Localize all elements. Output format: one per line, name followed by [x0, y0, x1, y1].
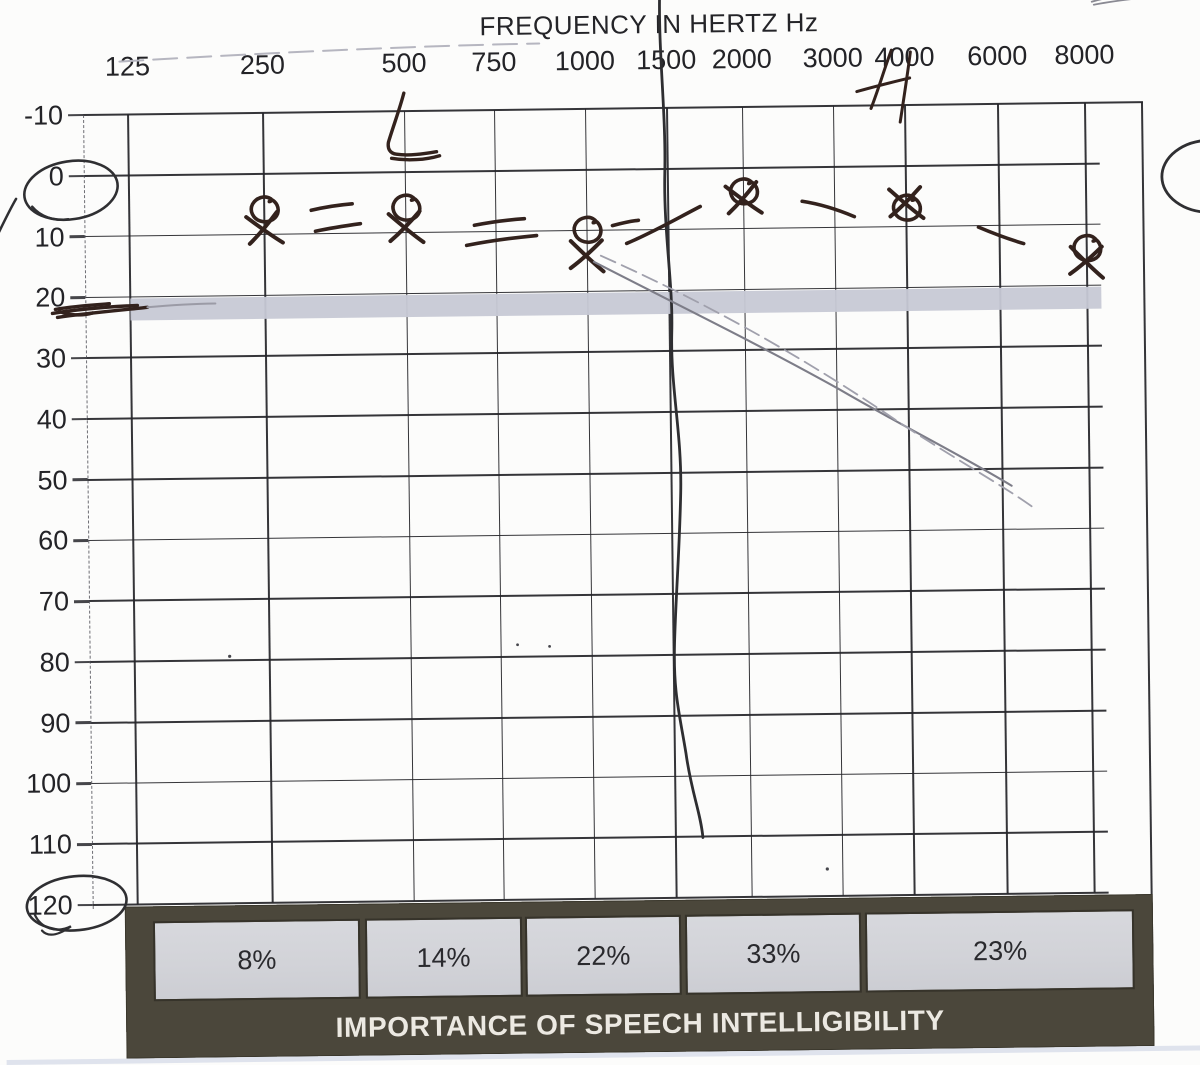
gridline-3000hz: [832, 105, 844, 896]
db-label-20: 20: [35, 282, 66, 313]
db-tick-20: [70, 296, 86, 299]
gridline-750hz: [493, 110, 505, 900]
gridline-100db: [91, 770, 1108, 785]
gridline-90db: [90, 709, 1107, 724]
gridline-2000hz: [741, 106, 753, 897]
importance-segment-8: 8%: [152, 918, 362, 1002]
frequency-axis-labels: 125 250 500 750 1000 1500 2000 3000 4000 6000 8000: [0, 0, 1194, 81]
importance-segment-33: 33%: [685, 912, 862, 995]
db-label-50: 50: [37, 464, 68, 496]
y-axis-line: [83, 115, 94, 909]
gridline-1000hz: [584, 108, 596, 899]
gridline-110db: [91, 831, 1108, 846]
db-tick-110: [76, 843, 92, 846]
db-tick-120: [77, 903, 93, 907]
db-label--10: -10: [23, 100, 64, 131]
circle-annotation-right-edge: [1160, 138, 1200, 214]
importance-label: IMPORTANCE OF SPEECH INTELLIGIBILITY: [335, 1004, 945, 1044]
db-tick-100: [76, 782, 92, 786]
db-tick-60: [73, 539, 89, 542]
gridline-70db: [88, 587, 1105, 603]
gridline-1500hz: [665, 107, 678, 898]
db-label-100: 100: [25, 768, 72, 800]
importance-segment-14: 14%: [364, 916, 523, 999]
db-label-10: 10: [34, 221, 65, 253]
gridline-250hz: [262, 112, 274, 903]
speech-importance-band: 8% 14% 22% 33% 23% IMPORTANCE OF SPEECH INTE…: [124, 894, 1155, 1059]
db-label-60: 60: [38, 525, 69, 557]
db-tick-80: [74, 660, 90, 664]
gridline-80db: [89, 648, 1106, 663]
audiogram-grid: [0, 0, 1194, 1044]
db-tick-40: [71, 417, 87, 421]
db-tick-10: [69, 235, 85, 239]
importance-segment-23: 23%: [865, 909, 1136, 993]
gridline-30db: [86, 344, 1102, 359]
gridline-4000hz: [904, 105, 916, 895]
db-tick--10: [68, 113, 84, 117]
gridline-10db: [84, 223, 1101, 238]
gridline-8000hz: [1084, 102, 1096, 893]
gridline-40db: [86, 405, 1103, 420]
db-tick-90: [75, 721, 91, 725]
db-tick-50: [72, 478, 88, 482]
importance-percent-boxes: 8% 14% 22% 33% 23%: [125, 894, 1153, 1002]
gridline-60db: [88, 527, 1105, 542]
pen-check-mark-500: [386, 91, 442, 162]
importance-segment-22: 22%: [524, 914, 682, 997]
db-tick-0: [68, 174, 84, 178]
db-label-40: 40: [36, 404, 67, 435]
gridline-0db: [83, 162, 1100, 177]
threshold-shaded-band: [130, 286, 1102, 321]
db-label-120: 120: [27, 890, 73, 921]
freq-label-250: 250: [239, 49, 286, 81]
freq-label-8000: 8000: [1054, 39, 1115, 71]
db-label-90: 90: [40, 707, 71, 739]
db-label-0: 0: [48, 161, 64, 192]
db-label-80: 80: [39, 647, 70, 678]
db-tick-70: [73, 599, 90, 603]
circle-annotation-0-doublestroke: [30, 205, 70, 221]
gridline-500hz: [403, 111, 416, 902]
gridline-125hz: [127, 114, 139, 905]
db-label-30: 30: [35, 343, 67, 374]
gridline-50db: [87, 466, 1104, 481]
db-label-70: 70: [38, 586, 70, 617]
gridline--10db: [83, 100, 1143, 117]
db-tick-30: [71, 356, 87, 360]
db-label-110: 110: [28, 829, 73, 860]
freq-label-125: 125: [104, 51, 151, 82]
gridline-6000hz: [997, 103, 1009, 894]
db-axis-labels: -10 0 10 20 30 40 50 60 70 80 90 100 110 120: [0, 0, 1194, 920]
